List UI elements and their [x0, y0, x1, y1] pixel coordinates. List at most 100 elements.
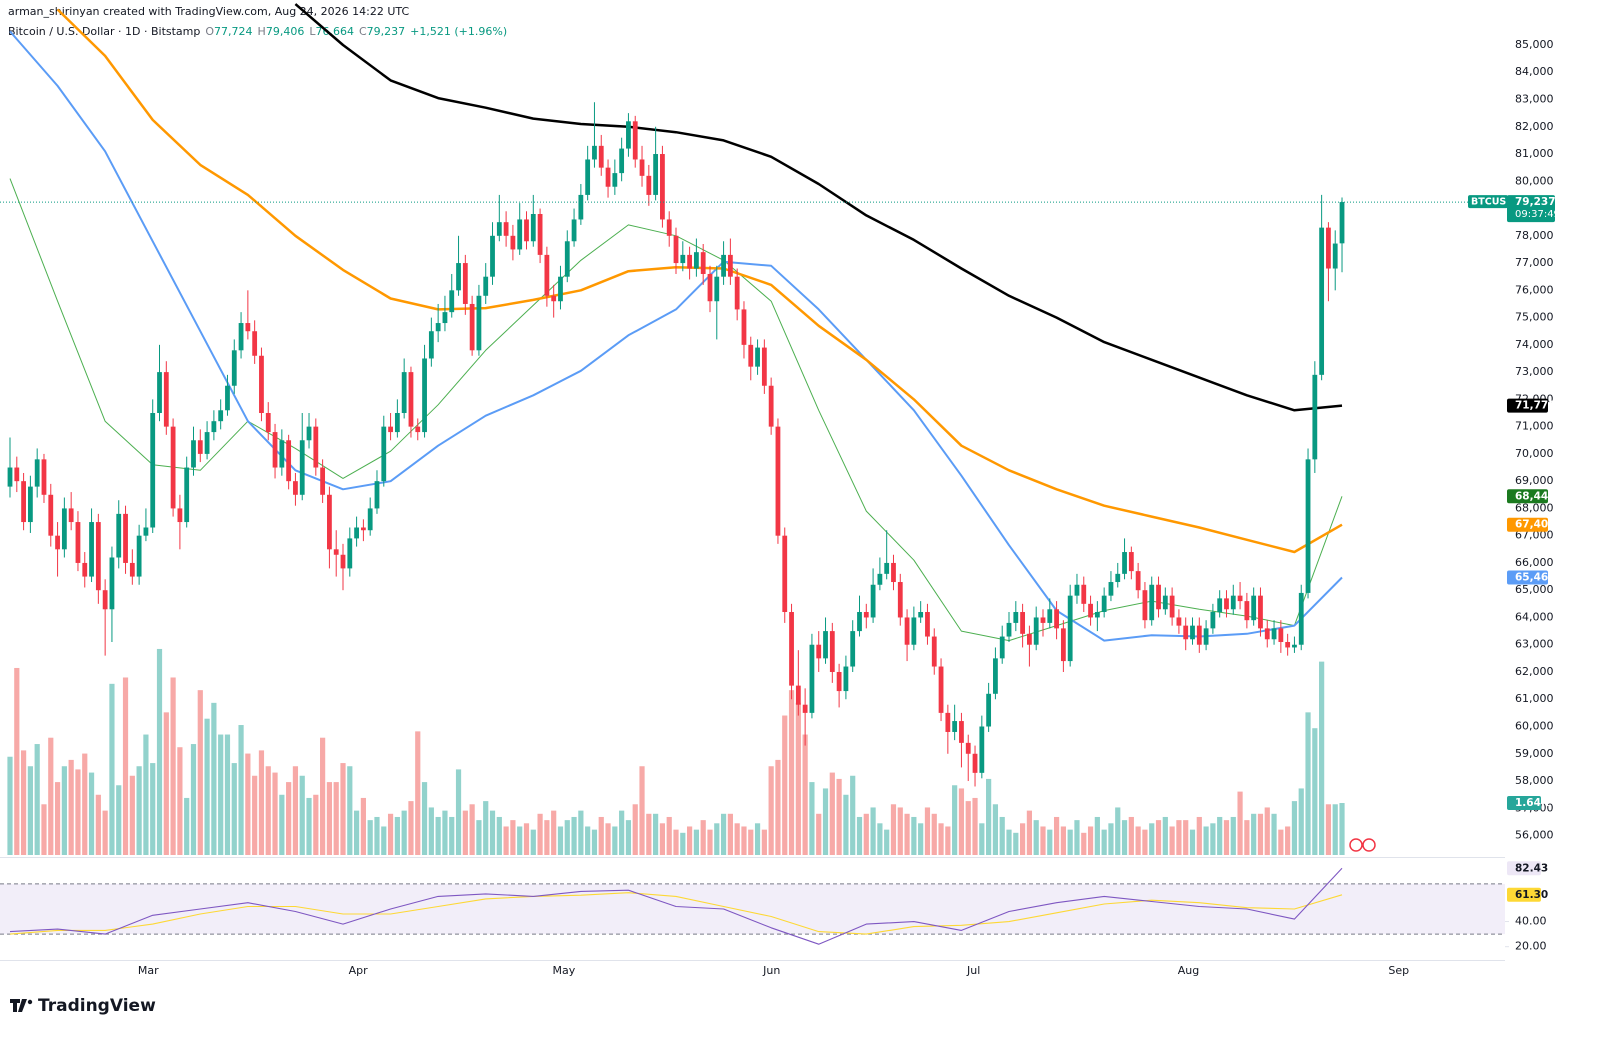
- candle-body: [925, 612, 930, 637]
- l-label: L: [309, 25, 316, 38]
- volume-bar: [992, 804, 999, 855]
- candle-body: [143, 527, 149, 536]
- volume-bar: [1189, 829, 1196, 855]
- y-tick-label: 71,000: [1515, 420, 1554, 433]
- volume-bar: [469, 804, 475, 855]
- y-tick-label: 84,000: [1515, 65, 1554, 78]
- price-tag: 79,237: [1515, 196, 1556, 208]
- candle-body: [693, 252, 699, 269]
- candle-body: [1237, 595, 1243, 602]
- ma-tag: 67,401: [1515, 519, 1556, 531]
- volume-bar: [965, 801, 971, 855]
- volume-bar: [109, 683, 115, 855]
- volume-bar: [945, 826, 951, 855]
- candle-body: [449, 290, 455, 313]
- volume-bar: [231, 763, 237, 855]
- candle-body: [965, 742, 971, 754]
- candle-body: [1142, 590, 1148, 621]
- volume-bar: [1271, 813, 1277, 855]
- symbol-tag-bg: [1468, 195, 1508, 209]
- volume-bar: [619, 810, 625, 855]
- volume-bar: [496, 816, 502, 855]
- y-tick-label: 59,000: [1515, 747, 1554, 760]
- candle-body: [761, 347, 767, 386]
- volume-bar: [1332, 804, 1338, 855]
- volume-bar: [952, 785, 958, 855]
- volume-bar: [1108, 823, 1114, 855]
- candle-body: [714, 276, 720, 302]
- volume-bar: [1196, 816, 1202, 855]
- volume-bar: [625, 820, 632, 855]
- candle-body: [48, 494, 54, 536]
- candle-body: [34, 459, 40, 487]
- candle-body: [510, 235, 516, 250]
- candle-body: [68, 508, 74, 523]
- volume-bar: [82, 753, 88, 855]
- volume-bar: [1040, 826, 1046, 855]
- candle-body: [646, 175, 652, 195]
- volume-bar: [1244, 820, 1250, 855]
- volume-bar: [734, 823, 740, 855]
- volume-bar: [530, 829, 536, 855]
- candle-body: [408, 372, 414, 427]
- volume-bar: [1223, 820, 1230, 855]
- candle-body: [1067, 595, 1073, 662]
- volume-bar: [1006, 829, 1012, 855]
- volume-bar: [904, 813, 910, 855]
- y-tick-label: 68,000: [1515, 501, 1554, 514]
- volume-bar: [20, 750, 27, 855]
- candle-body: [612, 173, 618, 187]
- candle-body: [327, 494, 332, 550]
- volume-bar: [265, 766, 271, 855]
- volume-bar: [442, 810, 448, 855]
- candle-body: [1326, 227, 1331, 269]
- candle-body: [1190, 625, 1195, 640]
- y-tick-label: 81,000: [1515, 147, 1554, 160]
- candle-body: [1264, 628, 1270, 640]
- candle-body: [816, 644, 822, 659]
- flag-icon: [1349, 838, 1363, 852]
- candle-body: [272, 432, 278, 468]
- volume-bar: [1115, 807, 1121, 855]
- y-tick-label: 70,000: [1515, 447, 1554, 460]
- candle-body: [952, 721, 958, 732]
- candle-body: [1339, 202, 1345, 244]
- volume-bar: [489, 810, 496, 855]
- volume-bar: [1013, 832, 1019, 855]
- volume-bar: [353, 810, 360, 855]
- candle-body: [177, 508, 183, 523]
- volume-bar: [95, 794, 101, 855]
- volume-bar: [544, 820, 550, 855]
- x-tick-label: Jul: [966, 964, 980, 977]
- candle-body: [61, 508, 67, 550]
- rsi-line: [9, 867, 1343, 945]
- candle-body: [986, 693, 992, 727]
- y-tick-label: 58,000: [1515, 774, 1554, 787]
- flags: [1349, 838, 1376, 852]
- candle-body: [1033, 617, 1039, 645]
- candle-body: [537, 214, 543, 255]
- volume-bar: [156, 648, 163, 855]
- volume-bar: [571, 816, 577, 855]
- candle-body: [184, 467, 190, 523]
- volume-bar: [782, 715, 788, 855]
- volume-bar: [163, 712, 169, 855]
- volume-bar: [911, 816, 917, 855]
- volume-bar: [1251, 813, 1257, 855]
- volume-bar: [1176, 820, 1182, 855]
- volume-bar: [761, 829, 767, 855]
- candle-body: [490, 235, 495, 277]
- candle-body: [1135, 571, 1141, 591]
- volume-bar: [279, 794, 285, 855]
- candle-body: [428, 331, 434, 359]
- candle-body: [836, 671, 842, 692]
- volume-bar: [1020, 823, 1026, 855]
- y-tick-label: 69,000: [1515, 474, 1554, 487]
- candle-body: [1332, 243, 1338, 269]
- volume-bar: [1101, 829, 1107, 855]
- volume-bar: [646, 813, 652, 855]
- volume-bar: [836, 778, 842, 855]
- volume-bar: [211, 702, 217, 855]
- candle-body: [680, 254, 686, 264]
